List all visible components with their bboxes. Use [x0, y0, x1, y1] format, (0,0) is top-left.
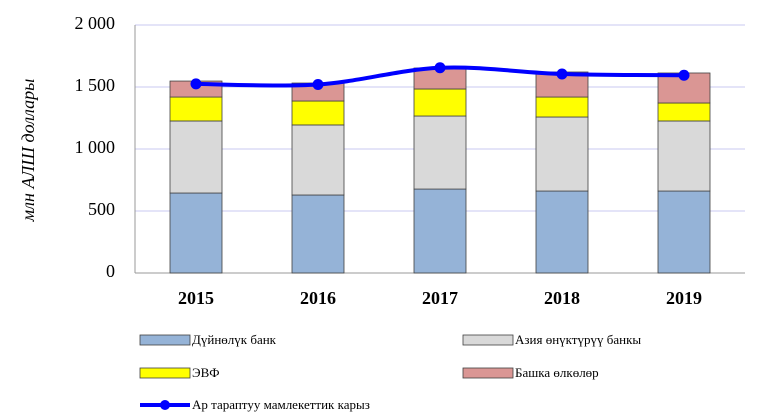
bar-segment	[169, 192, 223, 274]
legend-label: Башка өлкөлөр	[515, 365, 599, 380]
y-tick-label: 1 500	[75, 75, 116, 95]
legend-swatch	[462, 367, 514, 379]
bar-segment	[657, 190, 711, 274]
line-point	[556, 68, 568, 80]
x-tick-label: 2018	[544, 288, 580, 308]
bar-segment	[535, 96, 589, 118]
y-axis-label: млн АЛШ доллары	[18, 79, 38, 223]
x-tick-label: 2017	[422, 288, 458, 308]
legend-marker	[160, 400, 170, 410]
bar-segment	[413, 188, 467, 274]
bar-segment	[291, 194, 345, 274]
bar-segment	[535, 116, 589, 192]
legend-swatch	[139, 367, 191, 379]
legend-label: Дүйнөлүк банк	[192, 332, 277, 347]
y-tick-label: 0	[106, 261, 115, 281]
bar-segment	[535, 190, 589, 274]
legend-swatch	[139, 334, 191, 346]
line-point	[312, 79, 324, 91]
bar-segment	[291, 124, 345, 196]
bar-segment	[657, 120, 711, 192]
x-tick-label: 2015	[178, 288, 214, 308]
legend-label: Ар тараптуу мамлекеттик карыз	[192, 397, 370, 412]
x-tick-label: 2019	[666, 288, 702, 308]
legend-label: ЭВФ	[192, 365, 220, 380]
legend-label: Азия өнүктүрүү банкы	[515, 332, 641, 347]
bar-segment	[413, 115, 467, 190]
bar-segment	[169, 120, 223, 194]
line-point	[434, 62, 446, 74]
bar-segment	[657, 102, 711, 122]
line-point	[678, 69, 690, 81]
bar-segment	[413, 88, 467, 117]
y-tick-label: 2 000	[75, 13, 116, 33]
bar-segment	[169, 96, 223, 122]
line-point	[190, 78, 202, 90]
bar-segment	[291, 100, 345, 126]
x-tick-label: 2016	[300, 288, 336, 308]
y-tick-label: 1 000	[75, 137, 116, 157]
legend-swatch	[462, 334, 514, 346]
y-tick-label: 500	[88, 199, 115, 219]
